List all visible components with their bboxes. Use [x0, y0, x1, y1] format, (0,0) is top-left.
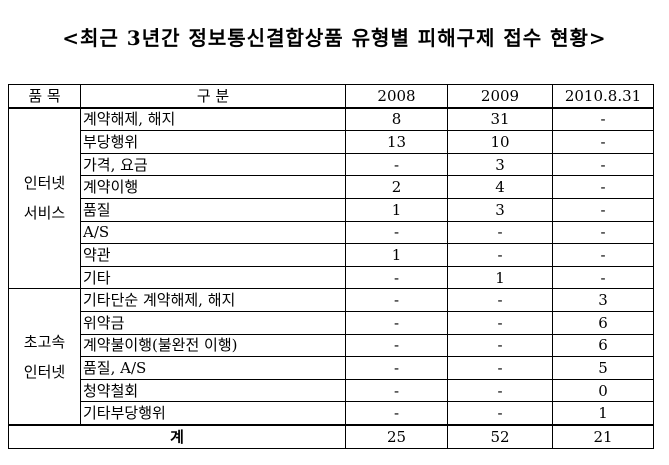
value-2010: -: [552, 220, 654, 245]
total-label: 계: [8, 423, 346, 449]
value-2009: -: [447, 356, 553, 380]
group-label-line: 인터넷: [23, 362, 66, 381]
value-2010: 5: [552, 356, 654, 380]
value-2008: 1: [345, 243, 448, 267]
category-cell: 계약이행: [80, 175, 346, 199]
value-2008: -: [345, 401, 448, 426]
value-2010: -: [552, 175, 654, 199]
table-row: 청약철회 - -0: [9, 378, 654, 403]
category-cell: 기타단순 계약해제, 해지: [80, 288, 346, 312]
table-row: A/S - - -: [9, 220, 654, 245]
table-row: 계약불이행(불완전 이행) - -6: [9, 333, 654, 358]
value-2010: -: [552, 130, 654, 154]
value-2008: -: [345, 378, 448, 403]
value-2009: -: [447, 333, 553, 358]
value-2009: -: [447, 310, 553, 335]
value-2009: 3: [447, 152, 553, 177]
value-2010: -: [552, 265, 654, 290]
value-2008: -: [345, 356, 448, 380]
value-2009: -: [447, 243, 553, 267]
table-row: 계약이행 2 4-: [9, 175, 654, 199]
table-row: 품질, A/S - -5: [9, 356, 654, 380]
value-2008: 8: [345, 107, 448, 132]
header-2009: 2009: [447, 83, 553, 109]
category-cell: A/S: [80, 220, 346, 245]
category-cell: 계약불이행(불완전 이행): [80, 333, 346, 358]
value-2009: 10: [447, 130, 553, 154]
value-2010: 6: [552, 333, 654, 358]
value-2009: -: [447, 220, 553, 245]
total-2009: 52: [447, 423, 553, 449]
value-2010: -: [552, 152, 654, 177]
value-2010: 0: [552, 378, 654, 403]
total-2010: 21: [552, 423, 654, 449]
value-2008: -: [345, 310, 448, 335]
table-row: 기타 -1-: [9, 265, 654, 290]
table-row: 기타부당행위 - -1: [9, 401, 654, 426]
value-2009: -: [447, 401, 553, 426]
category-cell: 기타부당행위: [80, 401, 346, 426]
header-row: 품 목 구 분 2008 2009 2010.8.31: [8, 83, 654, 109]
value-2010: 1: [552, 401, 654, 426]
category-cell: 품질, A/S: [80, 356, 346, 380]
table-row: 부당행위 13 10-: [9, 130, 654, 154]
table-row: 가격, 요금 -3-: [9, 152, 654, 177]
value-2009: 1: [447, 265, 553, 290]
value-2010: -: [552, 107, 654, 132]
total-row: 계 25 52 21: [8, 423, 654, 449]
damage-relief-table: 품 목 구 분 2008 2009 2010.8.31 인터넷 서비스 계약해제, …: [8, 83, 654, 449]
value-2009: -: [447, 288, 553, 312]
category-cell: 부당행위: [80, 130, 346, 154]
value-2008: 13: [345, 130, 448, 154]
value-2008: -: [345, 288, 448, 312]
category-cell: 가격, 요금: [80, 152, 346, 177]
table-row: 약관 1- -: [9, 243, 654, 267]
value-2009: 31: [447, 107, 553, 132]
group-label-line: 인터넷: [23, 174, 66, 193]
category-cell: 위약금: [80, 310, 346, 335]
value-2009: 3: [447, 197, 553, 222]
value-2008: 1: [345, 197, 448, 222]
category-cell: 기타: [80, 265, 346, 290]
group-label-line: 초고속: [23, 332, 66, 351]
value-2009: -: [447, 378, 553, 403]
header-2010: 2010.8.31: [552, 83, 654, 109]
header-2008: 2008: [345, 83, 448, 109]
category-cell: 약관: [80, 243, 346, 267]
total-2008: 25: [345, 423, 448, 449]
group-label-line: 서비스: [23, 204, 66, 223]
value-2010: -: [552, 243, 654, 267]
header-category: 구 분: [80, 83, 346, 109]
value-2008: -: [345, 265, 448, 290]
category-cell: 계약해제, 해지: [80, 107, 346, 132]
value-2008: -: [345, 152, 448, 177]
table-row: 위약금 - -6: [9, 310, 654, 335]
value-2008: -: [345, 333, 448, 358]
category-cell: 청약철회: [80, 378, 346, 403]
value-2009: 4: [447, 175, 553, 199]
table-row: 품질 1 3-: [9, 197, 654, 222]
value-2010: -: [552, 197, 654, 222]
table-row: 인터넷 서비스 계약해제, 해지 8 31-: [8, 107, 654, 290]
value-2008: -: [345, 220, 448, 245]
value-2010: 6: [552, 310, 654, 335]
header-item: 품 목: [8, 83, 81, 109]
table-row: 초고속 인터넷 기타단순 계약해제, 해지 - -3: [8, 288, 654, 426]
page-title: <최근 3년간 정보통신결합상품 유형별 피해구제 접수 현황>: [62, 26, 607, 50]
category-cell: 품질: [80, 197, 346, 222]
value-2008: 2: [345, 175, 448, 199]
value-2010: 3: [552, 288, 654, 312]
